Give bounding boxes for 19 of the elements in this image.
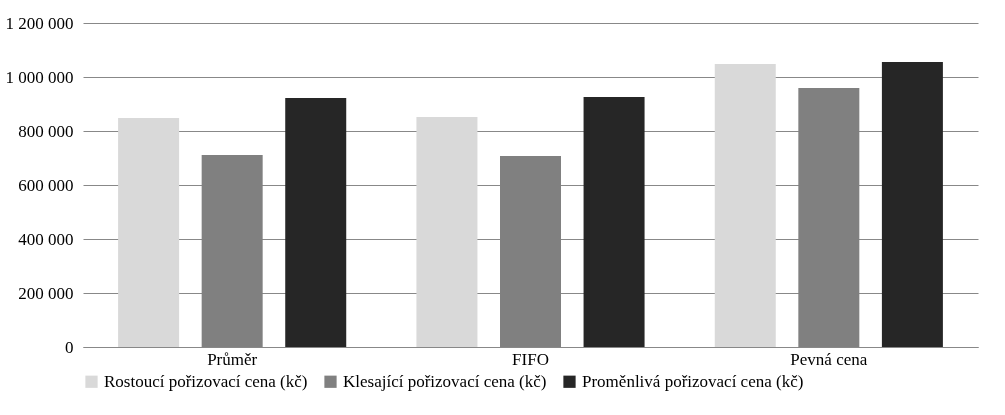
y-tick-label: 200 000 xyxy=(18,283,74,303)
y-tick-label: 800 000 xyxy=(18,121,74,141)
bar xyxy=(416,116,478,347)
bar xyxy=(118,118,180,347)
y-tick-label: 600 000 xyxy=(18,175,74,195)
bar xyxy=(714,64,776,347)
legend-label: Klesající pořizovací cena (kč) xyxy=(343,371,547,391)
legend-label: Rostoucí pořizovací cena (kč) xyxy=(104,371,308,391)
x-tick-label: FIFO xyxy=(512,349,549,369)
x-tick-label: Pevná cena xyxy=(790,349,868,369)
bar xyxy=(285,98,347,347)
bar xyxy=(583,96,645,347)
y-tick-label: 400 000 xyxy=(18,229,74,249)
legend-label: Proměnlivá pořizovací cena (kč) xyxy=(582,371,804,391)
y-tick-label: 0 xyxy=(65,337,74,357)
y-tick-label: 1 200 000 xyxy=(5,13,74,33)
y-tick-label: 1 000 000 xyxy=(5,67,74,87)
bar xyxy=(881,61,943,347)
x-tick-label: Průměr xyxy=(207,349,258,369)
